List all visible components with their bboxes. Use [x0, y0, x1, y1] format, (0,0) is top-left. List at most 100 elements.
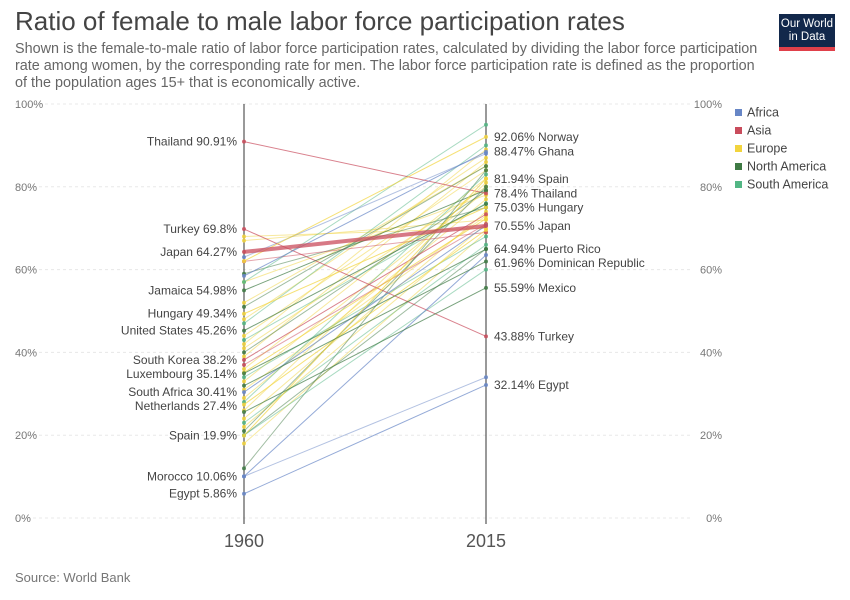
series-line[interactable]: [242, 122, 488, 285]
series-line[interactable]: [242, 382, 488, 496]
label-1960: South Korea 38.2%: [133, 353, 237, 367]
series-segment: [243, 254, 487, 477]
series-point-2015: [484, 191, 488, 196]
series-segment: [243, 248, 487, 374]
series-segment: [243, 178, 487, 436]
series-segment: [243, 231, 487, 444]
legend-item[interactable]: Europe: [735, 142, 787, 156]
series-point-1960: [242, 379, 246, 384]
series-segment: [243, 203, 487, 332]
series-point-2015: [484, 212, 488, 217]
series-segment: [243, 223, 487, 366]
series-line[interactable]: [242, 285, 488, 415]
series-point-2015: [484, 197, 488, 202]
series-line[interactable]: [242, 172, 488, 405]
series-line[interactable]: [242, 143, 488, 326]
series-point-1960: [242, 238, 246, 243]
legend-swatch: [735, 109, 742, 116]
series-point-2015: [484, 155, 488, 160]
owid-logo[interactable]: Our World in Data: [779, 14, 835, 51]
legend-item[interactable]: Africa: [735, 106, 779, 120]
series-point-2015: [484, 223, 488, 228]
label-1960: Jamaica 54.98%: [148, 283, 237, 297]
y-tick-label-right: 60%: [700, 265, 722, 277]
series-segment: [243, 218, 487, 373]
series-line[interactable]: [242, 159, 488, 359]
legend-label: South America: [747, 178, 828, 192]
series-line[interactable]: [242, 259, 488, 388]
series-segment: [243, 161, 487, 357]
series-segment: [243, 136, 487, 262]
series-point-2015: [484, 172, 488, 177]
series-line[interactable]: [242, 168, 488, 471]
series-segment: [243, 144, 487, 324]
series-line[interactable]: [242, 149, 488, 278]
series-point-1960: [242, 441, 246, 446]
series-point-2015: [484, 267, 488, 272]
series-line[interactable]: [242, 223, 488, 254]
series-line[interactable]: [242, 375, 488, 479]
series-line[interactable]: [242, 267, 488, 438]
series-line[interactable]: [242, 202, 488, 333]
axis-layer: 0% 0% 20% 20% 40% 40% 60% 60% 80% 80% 100% 100% 1960…: [15, 99, 722, 551]
series-point-1960: [242, 466, 246, 471]
series-point-1960: [242, 491, 246, 496]
y-tick-label-right: 80%: [700, 182, 722, 194]
series-line[interactable]: [242, 222, 488, 367]
series-segment: [243, 223, 487, 254]
series-segment: [243, 376, 487, 477]
series-point-1960: [242, 139, 246, 144]
label-2015: 55.59% Mexico: [494, 281, 576, 295]
series-line[interactable]: [242, 253, 488, 479]
series-segment: [243, 231, 487, 262]
series-segment: [243, 190, 487, 382]
series-point-1960: [242, 300, 246, 305]
series-point-2015: [484, 234, 488, 239]
series-point-1960: [242, 420, 246, 425]
y-tick-label-right: 0%: [706, 513, 722, 525]
label-1960: Japan 64.27%: [160, 245, 237, 259]
series-point-2015: [484, 122, 488, 127]
legend-item[interactable]: South America: [735, 178, 828, 192]
label-2015: 78.4% Thailand: [494, 186, 577, 200]
series-point-1960: [242, 280, 246, 285]
series-line[interactable]: [242, 139, 488, 196]
series-segment: [243, 287, 487, 413]
series-line[interactable]: [242, 164, 488, 309]
series-segment: [243, 165, 487, 308]
series-line[interactable]: [242, 176, 488, 438]
series-line[interactable]: [242, 230, 488, 446]
label-1960: Luxembourg 35.14%: [126, 367, 237, 381]
series-point-1960: [242, 227, 246, 232]
legend-item[interactable]: Asia: [735, 124, 771, 138]
series-point-1960: [242, 433, 246, 438]
series-point-1960: [242, 328, 246, 333]
label-2015: 32.14% Egypt: [494, 378, 569, 392]
series-line[interactable]: [242, 134, 488, 264]
y-tick-label-right: 20%: [700, 430, 722, 442]
legend-item[interactable]: North America: [735, 160, 826, 174]
label-2015: 61.96% Dominican Republic: [494, 256, 645, 270]
series-point-1960: [242, 416, 246, 421]
series-line[interactable]: [242, 247, 488, 376]
series-segment: [243, 261, 487, 387]
logo-line-1: Our World: [780, 18, 834, 30]
series-point-2015: [484, 253, 488, 258]
series-segment: [243, 229, 487, 405]
series-segment: [243, 248, 487, 436]
series-segment: [243, 178, 487, 370]
label-2015: 70.55% Japan: [494, 219, 571, 233]
series-point-2015: [484, 247, 488, 252]
series-line[interactable]: [242, 227, 488, 407]
y-tick-label-right: 100%: [694, 99, 722, 111]
series-segment: [243, 151, 487, 277]
logo-line-2: in Data: [788, 30, 826, 43]
series-point-1960: [242, 317, 246, 322]
series-line[interactable]: [242, 212, 488, 362]
series-point-1960: [242, 249, 246, 254]
series-segment: [243, 202, 487, 341]
grid-layer: [15, 103, 690, 519]
y-tick-label-left: 60%: [15, 265, 37, 277]
legend-swatch: [735, 163, 742, 170]
